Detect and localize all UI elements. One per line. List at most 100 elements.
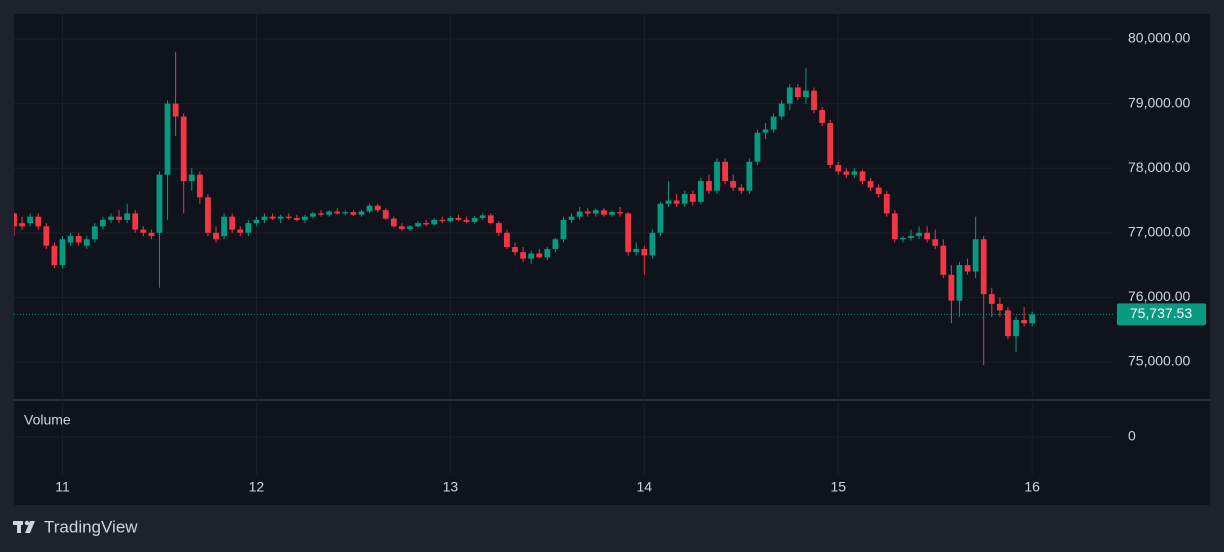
candle-body: [600, 210, 607, 215]
candle-body: [172, 103, 179, 117]
candle-body: [1029, 314, 1036, 324]
candle-body: [196, 174, 203, 198]
candle-body: [657, 203, 664, 233]
candle-body: [148, 232, 155, 237]
candle-body: [875, 187, 882, 195]
candle-body: [398, 226, 405, 229]
candle-body: [374, 205, 381, 211]
candle-body: [544, 248, 551, 258]
grid: [14, 14, 1113, 475]
candle-body: [932, 239, 939, 246]
candle-body: [738, 187, 745, 191]
candle-body: [35, 216, 42, 227]
candle-body: [334, 211, 341, 214]
candle-body: [59, 239, 66, 266]
candle-body: [899, 237, 906, 240]
candle-body: [924, 232, 931, 240]
candle-body: [439, 219, 446, 222]
candle-body: [471, 217, 478, 222]
candle-body: [964, 265, 971, 272]
y-tick-label: 75,000.00: [1128, 353, 1190, 369]
candle-body: [91, 226, 98, 240]
candle-body: [431, 219, 438, 225]
price-label: 75,737.53: [1130, 305, 1192, 321]
candle-body: [1013, 320, 1019, 337]
plot-area: [14, 51, 1113, 366]
candle-body: [609, 212, 615, 215]
candle-body: [310, 213, 316, 217]
candle-body: [819, 110, 825, 123]
x-tick-label: 16: [1024, 479, 1040, 495]
y-tick-label: 78,000.00: [1128, 159, 1190, 175]
y-tick-label: 77,000.00: [1128, 224, 1190, 240]
candle-body: [803, 90, 809, 98]
candle-body: [552, 239, 559, 249]
candle-body: [261, 216, 268, 220]
candle-body: [576, 211, 583, 217]
candle-body: [536, 253, 543, 258]
candle-body: [940, 245, 947, 275]
candle-body: [407, 226, 413, 229]
candle-body: [754, 132, 761, 162]
y-tick-label: 76,000.00: [1128, 288, 1190, 304]
candle-body: [891, 213, 898, 240]
candle-body: [83, 239, 90, 246]
candle-body: [415, 223, 421, 227]
y-tick-label: 80,000.00: [1128, 30, 1190, 46]
candle-body: [560, 219, 567, 240]
candle-body: [908, 236, 914, 238]
candle-body: [463, 219, 470, 222]
candle-body: [512, 247, 518, 253]
candle-body: [124, 213, 131, 220]
candle-body: [859, 171, 866, 182]
candle-body: [285, 216, 292, 218]
candle-body: [180, 116, 187, 182]
candle-body: [75, 236, 82, 243]
candle-body: [706, 181, 712, 191]
candle-body: [51, 245, 58, 266]
candle-body: [730, 181, 737, 188]
candle-body: [665, 200, 672, 204]
y-tick-label: 79,000.00: [1128, 94, 1190, 110]
candle-body: [1021, 320, 1028, 324]
candle-body: [302, 216, 308, 220]
candle-body: [778, 103, 785, 117]
candle-body: [277, 216, 284, 219]
candle-body: [213, 232, 219, 240]
candle-body: [867, 181, 874, 188]
candle-body: [649, 232, 656, 256]
candle-body: [786, 87, 793, 104]
candle-body: [827, 122, 834, 165]
candle-body: [67, 236, 74, 243]
candle-body: [722, 161, 729, 182]
candle-body: [479, 215, 486, 218]
candle-body: [350, 212, 357, 215]
candle-body: [835, 164, 842, 172]
candle-body: [366, 205, 373, 212]
candle-body: [108, 216, 114, 220]
candle-body: [641, 248, 648, 256]
candle-body: [293, 217, 300, 220]
brand-name[interactable]: TradingView: [44, 517, 138, 536]
candle-body: [568, 216, 575, 220]
brand-logo: [13, 520, 35, 533]
candle-body: [697, 181, 704, 202]
candle-body: [584, 211, 591, 214]
candle-body: [504, 232, 510, 248]
candle-body: [455, 217, 462, 220]
candle-body: [132, 213, 139, 230]
candle-body: [116, 216, 122, 220]
candle-body: [1005, 310, 1011, 337]
volume-tick-label: 0: [1128, 428, 1136, 444]
candle-body: [390, 218, 397, 227]
candle-body: [714, 161, 720, 191]
price-label-box: [1117, 303, 1206, 326]
candle-body: [794, 87, 801, 98]
candle-body: [221, 216, 228, 237]
candle-body: [245, 223, 252, 233]
candle-body: [140, 229, 147, 233]
candle-body: [188, 174, 195, 182]
candle-body: [972, 239, 979, 272]
candle-body: [495, 223, 502, 233]
